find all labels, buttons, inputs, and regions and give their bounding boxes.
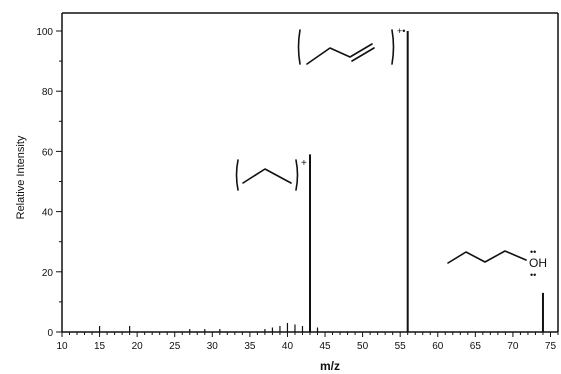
x-tick-label: 75 [545,341,557,352]
x-tick-label: 30 [207,341,219,352]
x-tick-label: 20 [132,341,144,352]
fragment-structure-mz43: + [235,158,307,191]
x-ticks: 10 15 20 25 30 35 40 45 50 55 60 65 70 75 [56,332,559,352]
x-tick-label: 25 [169,341,181,352]
y-tick-label: 80 [42,87,54,98]
x-tick-label: 70 [507,341,519,352]
y-axis-label: Relative Intensity [15,135,27,219]
fragment-mz43-charge: + [301,158,307,169]
x-tick-label: 60 [432,341,444,352]
y-tick-label: 20 [42,268,54,279]
x-tick-label: 40 [282,341,294,352]
y-tick-label: 40 [42,208,54,219]
x-tick-label: 35 [244,341,256,352]
fragment-structure-mz56: +• [297,26,405,65]
y-tick-label: 100 [36,27,53,38]
x-tick-label: 50 [357,341,369,352]
x-tick-label: 15 [94,341,106,352]
x-tick-label: 65 [470,341,482,352]
oxygen-lone-pair-top: •• [530,247,536,257]
y-tick-label: 0 [47,328,53,339]
x-tick-label: 45 [319,341,331,352]
y-tick-label: 60 [42,147,54,158]
fragment-mz56-charge: +• [397,26,405,36]
fragment-structure-mz74: •• OH •• [447,247,547,280]
hydroxyl-label: OH [529,256,547,270]
x-tick-label: 55 [395,341,407,352]
oxygen-lone-pair-bottom: •• [530,270,536,280]
x-axis-label: m/z [320,359,340,373]
x-tick-label: 10 [56,341,68,352]
y-ticks: 0 20 40 60 80 100 [36,27,62,339]
peaks [98,31,544,332]
